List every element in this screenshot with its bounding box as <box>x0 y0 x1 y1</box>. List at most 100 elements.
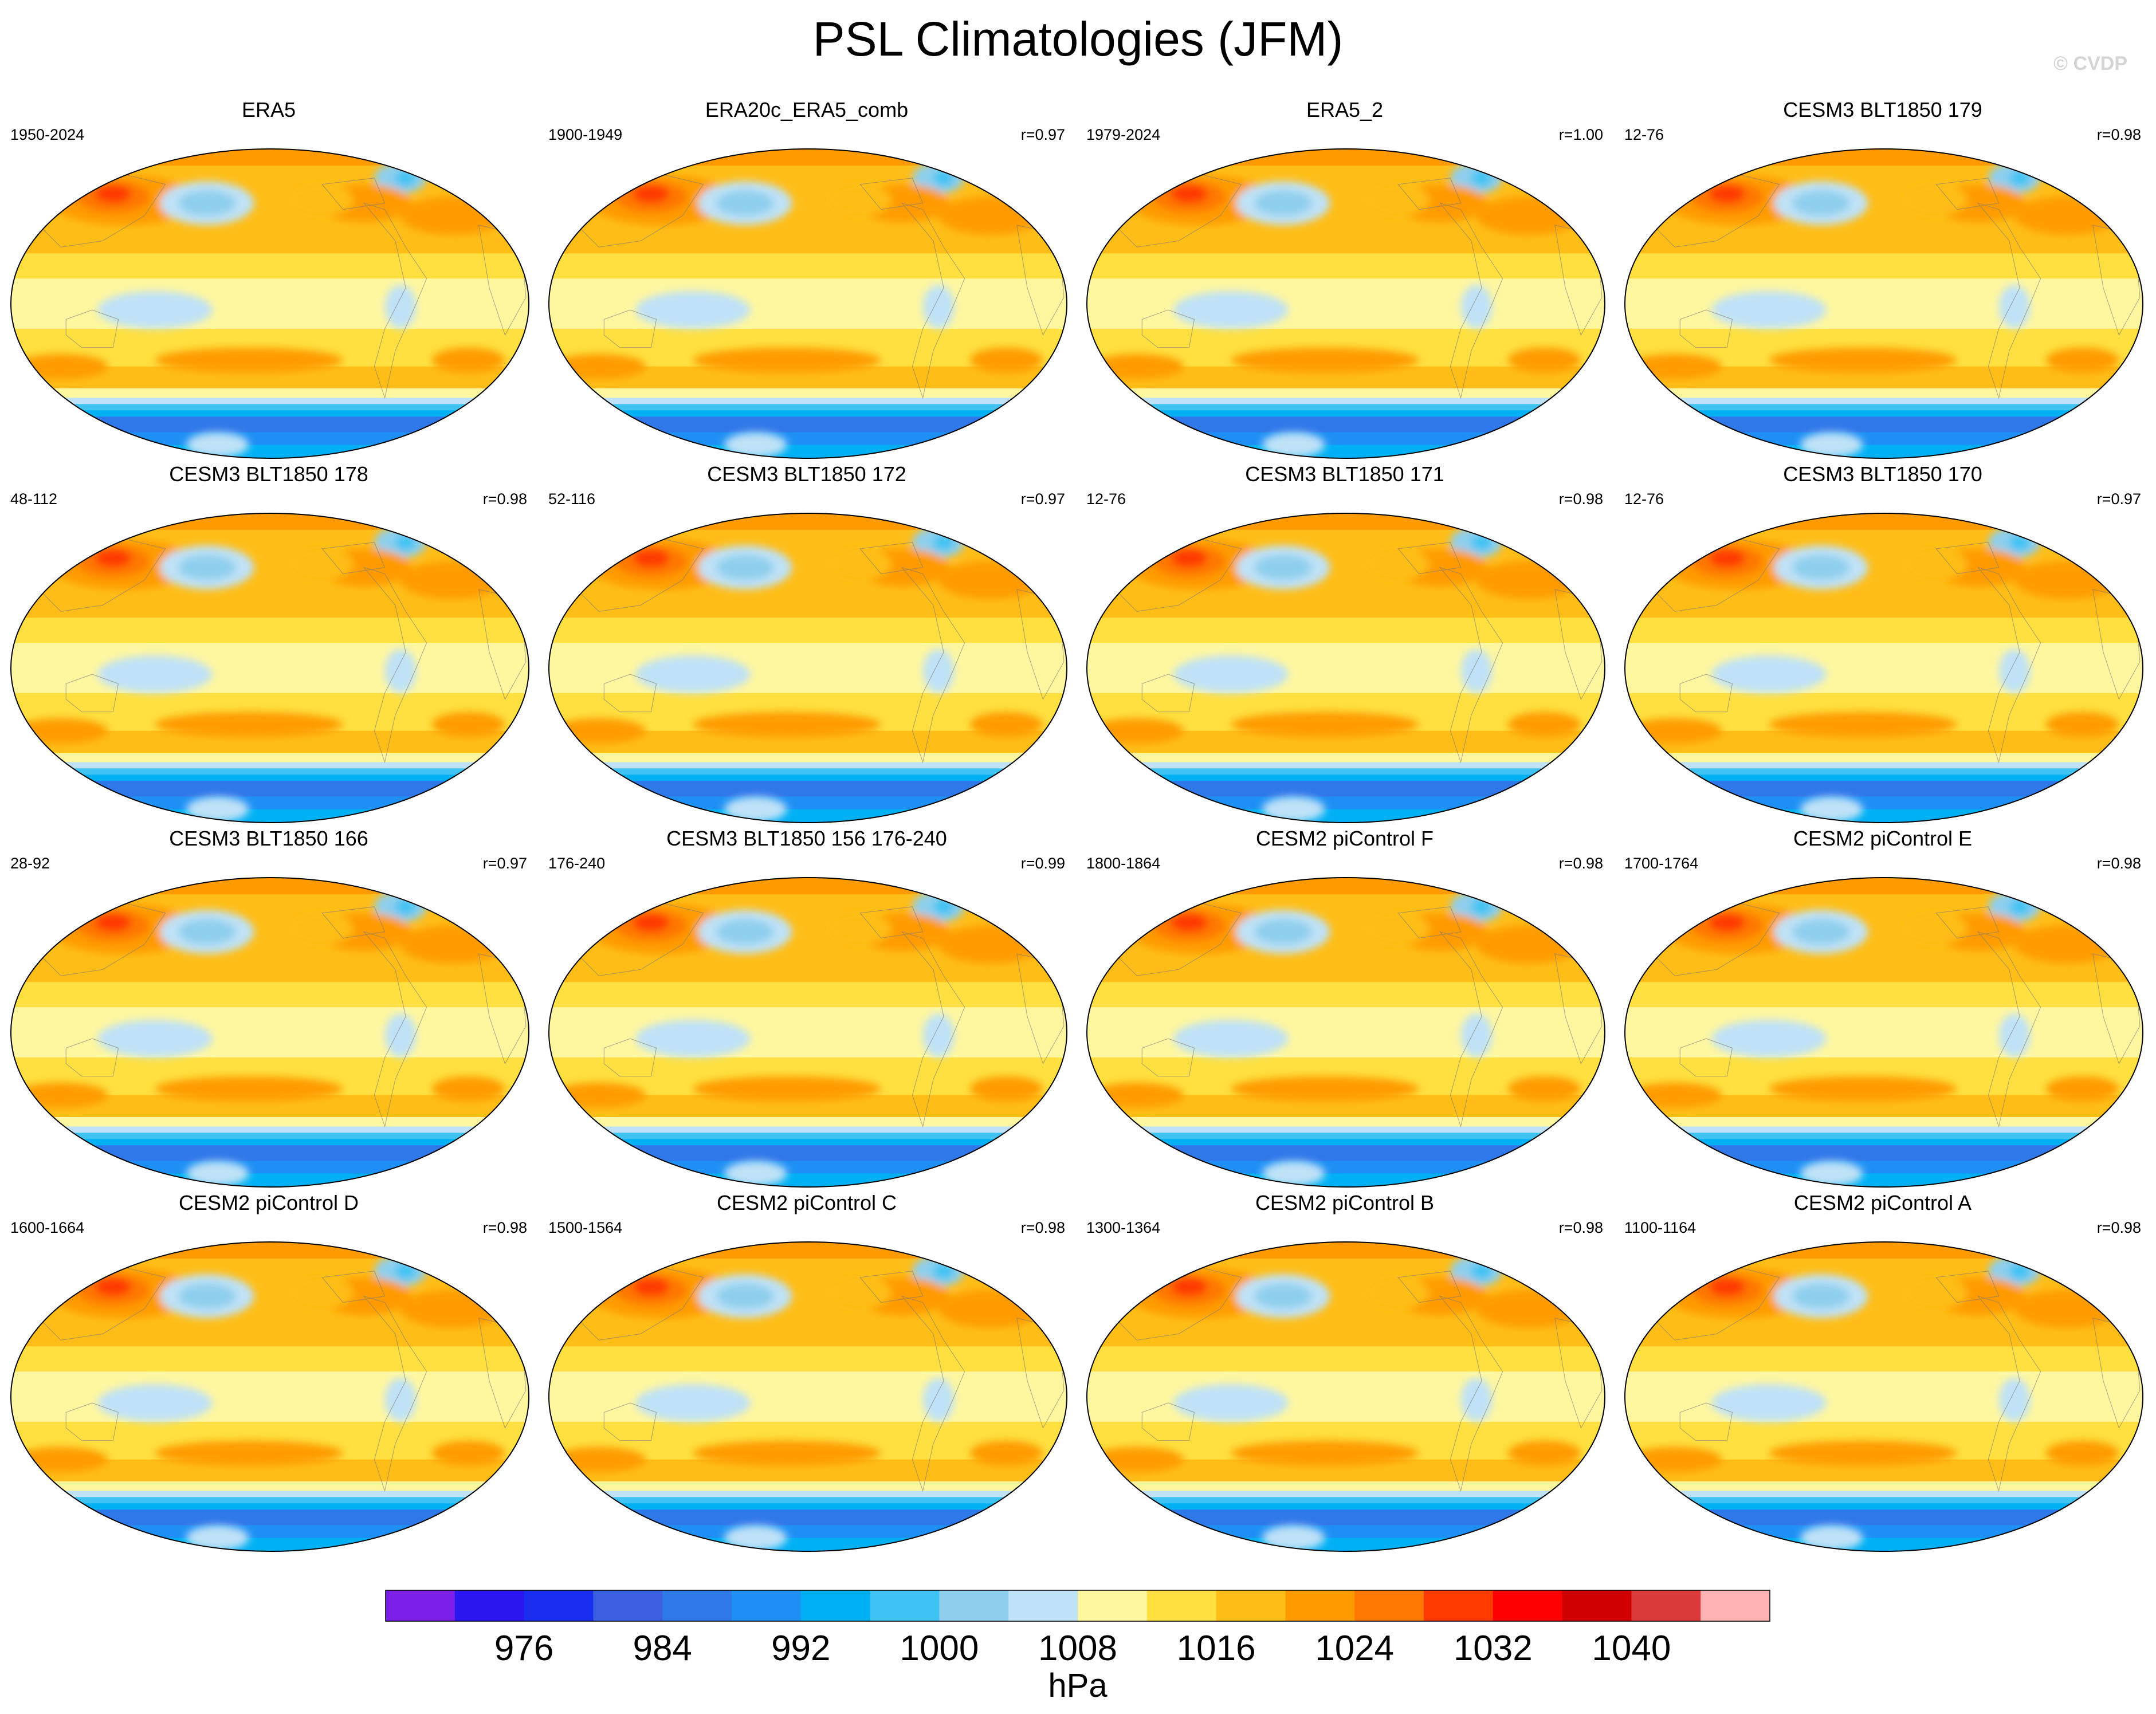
map-panel: CESM2 piControl B 1300-1364 r=0.98 <box>1076 1190 1613 1555</box>
panel-title: CESM3 BLT1850 179 <box>1783 98 1982 121</box>
map-panel: CESM2 piControl C 1500-1564 r=0.98 <box>538 1190 1075 1555</box>
map-panel: CESM3 BLT1850 166 28-92 r=0.97 <box>0 826 537 1190</box>
panel-years: 1600-1664 <box>10 1219 85 1236</box>
panel-pattern-correlation: r=0.97 <box>482 855 527 872</box>
panel-pattern-correlation: r=0.97 <box>1020 126 1065 143</box>
panel-pattern-correlation: r=0.99 <box>1020 855 1065 872</box>
colorbar-swatch <box>1493 1590 1563 1621</box>
panel-title: CESM2 piControl D <box>178 1191 359 1214</box>
panel-years: 1300-1364 <box>1086 1219 1161 1236</box>
colorbar-tick-label: 992 <box>771 1629 830 1668</box>
colorbar-swatch <box>1146 1590 1217 1621</box>
colorbar-swatch <box>870 1590 940 1621</box>
panel-pattern-correlation: r=0.98 <box>2096 1219 2141 1236</box>
map-panel: CESM2 piControl F 1800-1864 r=0.98 <box>1076 826 1613 1190</box>
panel-years: 1800-1864 <box>1086 855 1161 872</box>
panel-years: 1100-1164 <box>1624 1219 1696 1236</box>
map-panel: CESM3 BLT1850 156 176-240 176-240 r=0.99 <box>538 826 1075 1190</box>
panel-title: CESM3 BLT1850 171 <box>1245 462 1444 486</box>
colorbar-tick-label: 1016 <box>1177 1629 1256 1668</box>
psl-map <box>1086 1241 1605 1552</box>
colorbar-tick-label: 1040 <box>1592 1629 1671 1668</box>
panel-pattern-correlation: r=0.97 <box>1020 490 1065 508</box>
panel-pattern-correlation: r=0.98 <box>482 490 527 508</box>
panel-pattern-correlation: r=0.98 <box>1558 1219 1603 1236</box>
colorbar-swatch <box>1285 1590 1355 1621</box>
panel-pattern-correlation: r=0.98 <box>1558 855 1603 872</box>
panel-years: 1500-1564 <box>548 1219 623 1236</box>
map-panel: CESM3 BLT1850 179 12-76 r=0.98 <box>1614 97 2151 462</box>
psl-map <box>548 513 1067 823</box>
psl-map <box>548 877 1067 1188</box>
panel-title: CESM3 BLT1850 170 <box>1783 462 1982 486</box>
colorbar-swatch <box>1424 1590 1494 1621</box>
map-panel: CESM3 BLT1850 170 12-76 r=0.97 <box>1614 462 2151 826</box>
panel-years: 48-112 <box>10 490 58 508</box>
psl-map <box>10 877 529 1188</box>
map-panel: ERA5_2 1979-2024 r=1.00 <box>1076 97 1613 462</box>
psl-map <box>548 148 1067 459</box>
map-panel: CESM3 BLT1850 171 12-76 r=0.98 <box>1076 462 1613 826</box>
map-panel: CESM3 BLT1850 172 52-116 r=0.97 <box>538 462 1075 826</box>
figure-title: PSL Climatologies (JFM) <box>812 12 1344 66</box>
psl-map <box>548 1241 1067 1552</box>
psl-map <box>1624 513 2143 823</box>
map-panel: ERA5 1950-2024 <box>0 97 537 462</box>
panel-title: CESM3 BLT1850 178 <box>169 462 368 486</box>
panel-pattern-correlation: r=0.97 <box>2096 490 2141 508</box>
panel-title: CESM2 piControl E <box>1793 827 1973 850</box>
psl-map <box>10 513 529 823</box>
panel-years: 1700-1764 <box>1624 855 1699 872</box>
colorbar-tick-label: 1032 <box>1454 1629 1533 1668</box>
panel-title: CESM2 piControl C <box>716 1191 897 1214</box>
panel-years: 52-116 <box>548 490 596 508</box>
colorbar-swatch <box>593 1590 663 1621</box>
colorbar-swatch <box>454 1590 525 1621</box>
panel-title: CESM2 piControl B <box>1255 1191 1435 1214</box>
colorbar-swatch <box>662 1590 732 1621</box>
panel-years: 28-92 <box>10 855 50 872</box>
panel-years: 12-76 <box>1624 126 1664 143</box>
colorbar-swatch <box>1078 1590 1148 1621</box>
panel-title: CESM2 piControl A <box>1793 1191 1972 1214</box>
colorbar-swatch <box>1631 1590 1701 1621</box>
map-panel: CESM2 piControl E 1700-1764 r=0.98 <box>1614 826 2151 1190</box>
map-panel: CESM2 piControl A 1100-1164 r=0.98 <box>1614 1190 2151 1555</box>
psl-map <box>10 148 529 459</box>
panel-pattern-correlation: r=0.98 <box>2096 855 2141 872</box>
panel-pattern-correlation: r=0.98 <box>482 1219 527 1236</box>
colorbar-swatch <box>1216 1590 1286 1621</box>
panel-title: CESM3 BLT1850 172 <box>707 462 906 486</box>
panel-pattern-correlation: r=1.00 <box>1558 126 1603 143</box>
psl-map <box>1086 148 1605 459</box>
panel-title: ERA5_2 <box>1306 98 1384 121</box>
colorbar-swatch <box>1008 1590 1078 1621</box>
colorbar-tick-label: 976 <box>494 1629 553 1668</box>
panel-pattern-correlation: r=0.98 <box>1020 1219 1065 1236</box>
panel-pattern-correlation: r=0.98 <box>1558 490 1603 508</box>
psl-map <box>10 1241 529 1552</box>
colorbar-swatch <box>1701 1590 1770 1621</box>
psl-contour-fill <box>549 1242 1067 1551</box>
colorbar-swatch <box>1562 1590 1632 1621</box>
psl-contour-fill <box>11 1242 529 1551</box>
panel-years: 12-76 <box>1624 490 1664 508</box>
panel-title: CESM3 BLT1850 166 <box>169 827 368 850</box>
psl-map <box>1624 1241 2143 1552</box>
map-panel: CESM3 BLT1850 178 48-112 r=0.98 <box>0 462 537 826</box>
colorbar-swatch <box>1354 1590 1424 1621</box>
colorbar-swatch <box>732 1590 802 1621</box>
colorbar-units-label: hPa <box>1048 1667 1108 1704</box>
colorbar-tick-label: 1008 <box>1038 1629 1117 1668</box>
colorbar-tick-label: 1024 <box>1315 1629 1394 1668</box>
colorbar-swatch <box>386 1590 455 1621</box>
panel-title: CESM3 BLT1850 156 176-240 <box>666 827 947 850</box>
psl-map <box>1624 877 2143 1188</box>
panel-years: 1950-2024 <box>10 126 85 143</box>
map-panel: ERA20c_ERA5_comb 1900-1949 r=0.97 <box>538 97 1075 462</box>
watermark-label: © CVDP <box>2053 53 2127 74</box>
colorbar-swatch <box>800 1590 871 1621</box>
panel-title: ERA20c_ERA5_comb <box>705 98 909 121</box>
